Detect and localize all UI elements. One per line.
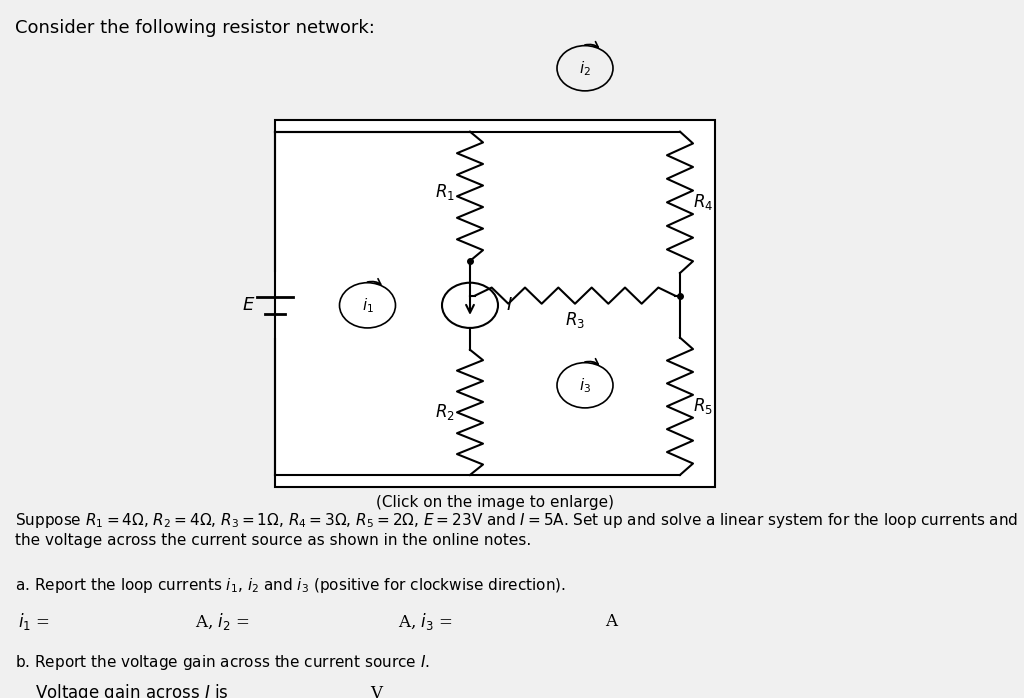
Text: Consider the following resistor network:: Consider the following resistor network:: [15, 19, 375, 36]
FancyBboxPatch shape: [327, 682, 354, 698]
Text: $R_3$: $R_3$: [565, 310, 585, 330]
Text: Suppose $R_1 = 4\Omega$, $R_2 = 4\Omega$, $R_3 = 1\Omega$, $R_4 = 3\Omega$, $R_5: Suppose $R_1 = 4\Omega$, $R_2 = 4\Omega$…: [15, 512, 1018, 548]
Text: $i_2$: $i_2$: [579, 59, 591, 77]
Text: $R_1$: $R_1$: [435, 182, 455, 202]
Text: b. Report the voltage gain across the current source $I$.: b. Report the voltage gain across the cu…: [15, 653, 430, 671]
Text: A, $i_3$ =: A, $i_3$ =: [398, 611, 453, 632]
Text: A: A: [605, 614, 617, 630]
Text: a. Report the loop currents $i_1$, $i_2$ and $i_3$ (positive for clockwise direc: a. Report the loop currents $i_1$, $i_2$…: [15, 576, 566, 595]
Text: $i_3$: $i_3$: [579, 376, 591, 394]
Text: $R_2$: $R_2$: [435, 402, 455, 422]
FancyBboxPatch shape: [478, 608, 592, 636]
Text: A, $i_2$ =: A, $i_2$ =: [195, 611, 250, 632]
Text: $i_1$: $i_1$: [361, 296, 374, 315]
FancyBboxPatch shape: [357, 611, 384, 633]
Text: $i_1$ =: $i_1$ =: [18, 611, 50, 632]
Text: Voltage gain across $I$ is: Voltage gain across $I$ is: [35, 682, 228, 698]
FancyBboxPatch shape: [70, 608, 184, 636]
Text: $I$: $I$: [506, 297, 513, 314]
FancyBboxPatch shape: [275, 119, 715, 487]
Text: $E$: $E$: [242, 297, 255, 314]
Text: V: V: [370, 685, 382, 698]
FancyBboxPatch shape: [154, 611, 181, 633]
Text: (Click on the image to enlarge): (Click on the image to enlarge): [376, 495, 614, 510]
FancyBboxPatch shape: [243, 679, 357, 698]
Text: $R_5$: $R_5$: [693, 396, 713, 416]
Text: $R_4$: $R_4$: [693, 193, 714, 212]
FancyBboxPatch shape: [273, 608, 387, 636]
FancyBboxPatch shape: [562, 611, 589, 633]
